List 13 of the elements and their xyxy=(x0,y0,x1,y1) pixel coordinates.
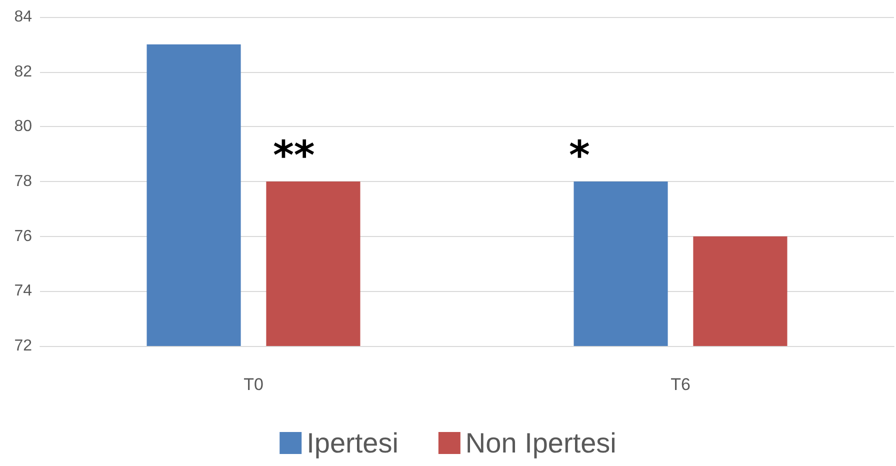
y-tick-label: 84 xyxy=(14,8,32,26)
y-tick-label: 72 xyxy=(14,338,32,354)
x-tick-label: T6 xyxy=(670,375,690,394)
y-tick-label: 74 xyxy=(14,282,32,300)
y-tick-label: 80 xyxy=(14,118,32,136)
x-tick-label: T0 xyxy=(244,375,264,394)
annotation: ** xyxy=(273,133,315,179)
y-tick-label: 76 xyxy=(14,228,32,245)
legend-label: Ipertesi xyxy=(306,428,398,458)
legend-label: Non Ipertesi xyxy=(465,428,616,458)
y-tick-label: 82 xyxy=(14,63,32,80)
annotation: * xyxy=(569,133,590,179)
y-tick-label: 78 xyxy=(14,173,32,190)
